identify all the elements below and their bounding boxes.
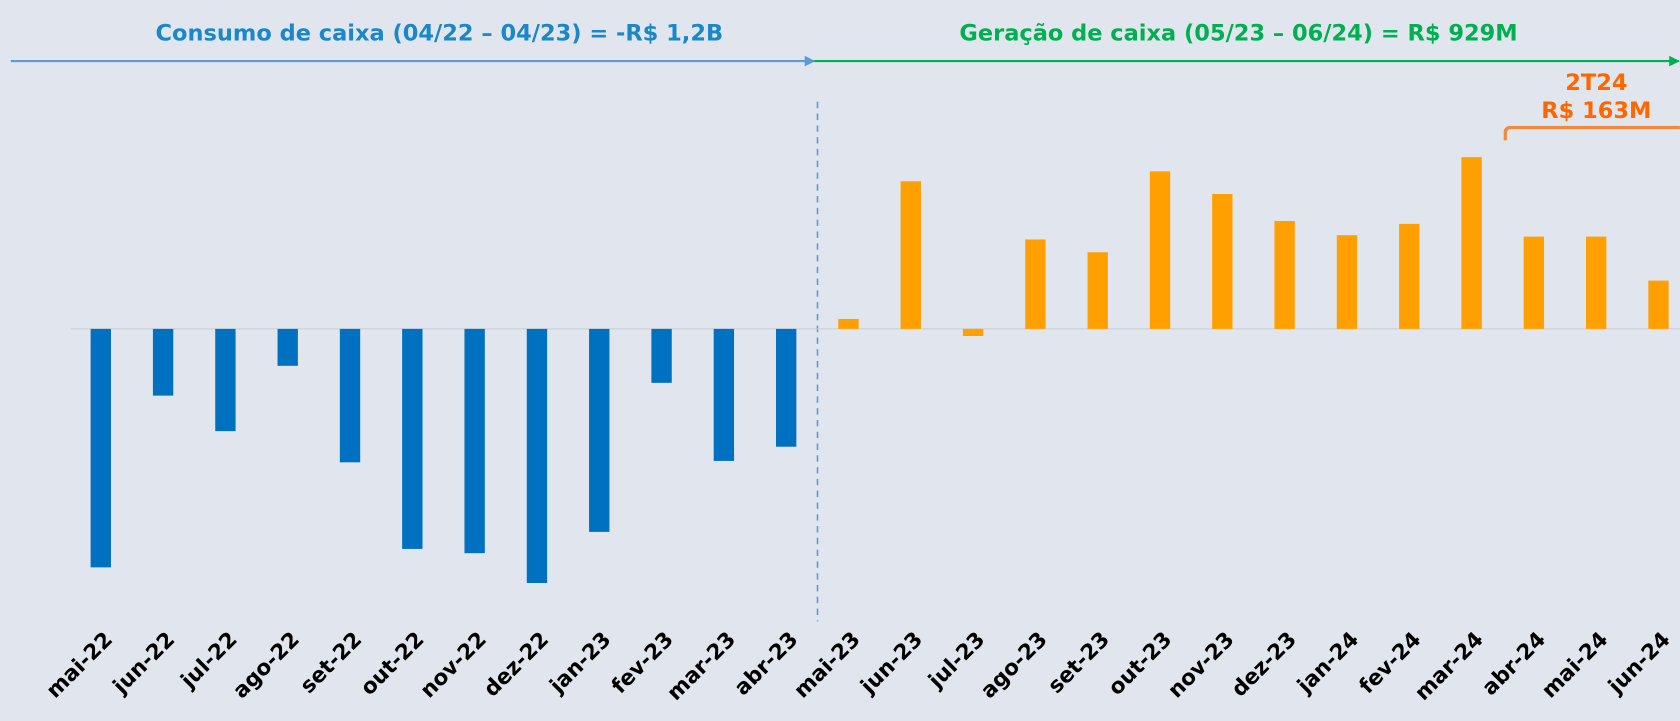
x-tick-label: mai-24	[1537, 627, 1613, 703]
bracket	[1503, 125, 1680, 141]
bar	[1399, 223, 1420, 329]
x-tick-label: mar-24	[1410, 627, 1488, 705]
x-tick-label: dez-22	[479, 627, 554, 702]
bar	[1461, 157, 1482, 329]
x-tick-label: mai-23	[789, 627, 865, 703]
bar	[1523, 236, 1545, 329]
bar	[277, 328, 298, 366]
bar	[1274, 221, 1295, 329]
bar	[775, 328, 797, 447]
period-title: Consumo de caixa (04/22 – 04/23) = -R$ 1…	[156, 21, 724, 47]
annotation: 2T24	[1565, 70, 1627, 96]
x-tick-label: nov-22	[416, 627, 492, 703]
bar	[1025, 239, 1046, 329]
bar	[90, 328, 111, 568]
x-tick-label: set-23	[1043, 627, 1115, 699]
bar	[1087, 252, 1108, 329]
period-title: Geração de caixa (05/23 – 06/24) = R$ 92…	[959, 21, 1517, 47]
bar	[900, 181, 921, 329]
bar	[1336, 235, 1358, 329]
x-tick-label: mar-23	[662, 627, 740, 705]
bar	[589, 328, 610, 532]
bar	[402, 328, 423, 549]
bar	[651, 328, 672, 383]
x-tick-label: jun-22	[108, 627, 180, 699]
x-tick-label: set-22	[296, 627, 368, 699]
x-tick-label: mai-22	[42, 627, 118, 703]
bar	[464, 328, 485, 554]
bar	[713, 328, 735, 461]
x-tick-label: ago-22	[228, 627, 304, 703]
bar	[838, 318, 859, 329]
bar	[962, 328, 984, 336]
bar	[1149, 171, 1171, 329]
x-tick-label: jun-24	[1603, 627, 1675, 699]
x-tick-label: jan-23	[544, 627, 616, 699]
bar	[1212, 194, 1233, 329]
x-tick-label: nov-23	[1163, 627, 1239, 703]
bar	[152, 328, 174, 396]
bar	[215, 328, 236, 432]
x-tick-label: dez-23	[1227, 627, 1302, 702]
x-tick-label: jun-23	[855, 627, 927, 699]
bar	[339, 328, 361, 463]
x-tick-label: jan-24	[1292, 627, 1364, 699]
x-tick-label: ago-23	[976, 627, 1052, 703]
bar	[1586, 236, 1607, 329]
bar	[526, 328, 548, 583]
annotation: R$ 163M	[1541, 98, 1651, 124]
bar	[1648, 280, 1669, 329]
